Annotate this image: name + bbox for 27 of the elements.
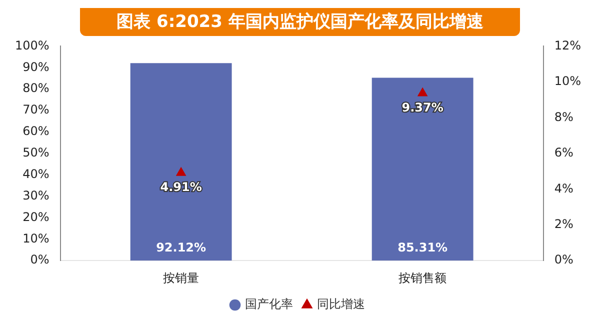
x-tick-label: 按销售额 xyxy=(398,270,447,285)
y2-tick-label: 0% xyxy=(554,252,574,267)
y2-tick-label: 10% xyxy=(554,74,581,88)
y-tick-label: 40% xyxy=(22,166,50,181)
data-label: 4.91% xyxy=(160,180,202,194)
y-tick-label: 50% xyxy=(22,146,50,160)
data-label: 85.31% xyxy=(398,240,448,255)
y-tick-label: 30% xyxy=(22,188,50,202)
y2-tick-label: 12% xyxy=(554,38,581,52)
chart-title: 图表 6:2023 年国内监护仪国产化率及同比增速 xyxy=(80,8,520,36)
y2-tick-label: 6% xyxy=(554,146,574,160)
legend-label: 同比增速 xyxy=(317,297,365,312)
legend-label: 国产化率 xyxy=(245,297,293,312)
y-tick-label: 10% xyxy=(22,231,50,246)
y-tick-label: 80% xyxy=(22,81,50,96)
data-label: 92.12% xyxy=(156,240,206,255)
y-tick-label: 100% xyxy=(14,38,50,52)
y-tick-label: 60% xyxy=(22,124,50,138)
y-tick-label: 70% xyxy=(22,102,50,117)
y-tick-label: 0% xyxy=(30,252,50,267)
y-tick-label: 90% xyxy=(22,60,50,74)
y2-tick-label: 4% xyxy=(554,181,574,196)
y-tick-label: 20% xyxy=(22,210,50,224)
y2-tick-label: 2% xyxy=(554,216,574,231)
y2-tick-label: 8% xyxy=(554,110,574,124)
data-label: 9.37% xyxy=(402,100,444,114)
x-tick-label: 按销量 xyxy=(163,270,200,285)
